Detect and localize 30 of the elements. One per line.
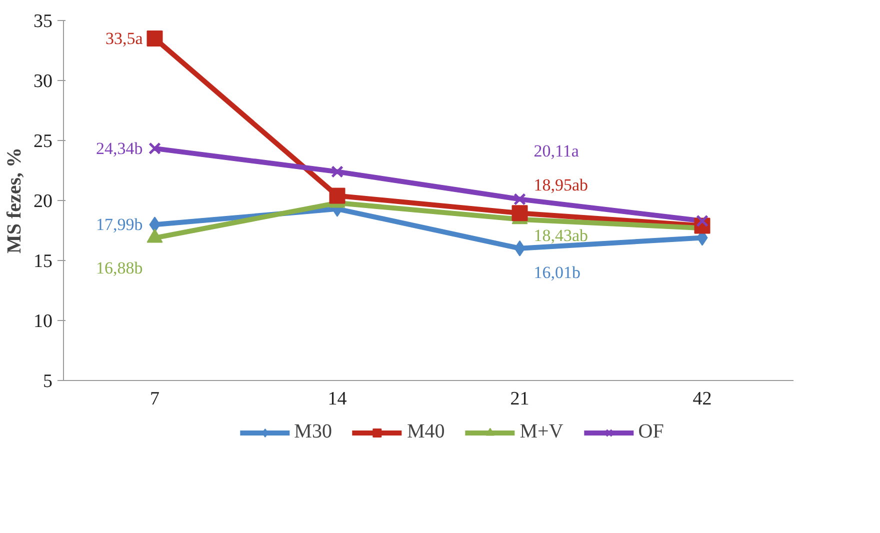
y-tick-label: 5 bbox=[43, 371, 52, 392]
legend-label: M40 bbox=[406, 420, 445, 444]
point bbox=[146, 30, 163, 46]
legend-label: M30 bbox=[294, 420, 332, 444]
point bbox=[514, 192, 526, 206]
data-label: 20,11a bbox=[534, 142, 580, 161]
x-tick-label: 21 bbox=[510, 388, 530, 410]
y-tick-label: 15 bbox=[34, 251, 52, 272]
data-label: 17,99b bbox=[96, 215, 143, 234]
y-tick-label: 25 bbox=[34, 131, 52, 152]
point bbox=[331, 166, 344, 178]
point bbox=[148, 142, 161, 155]
y-tick-label: 35 bbox=[34, 11, 52, 32]
legend-label: M+V bbox=[520, 420, 564, 444]
data-label: 16,88b bbox=[96, 258, 143, 278]
point bbox=[329, 188, 346, 204]
y-tick-label: 20 bbox=[34, 191, 52, 212]
y-tick-label: 10 bbox=[34, 311, 52, 332]
data-label: 24,34b bbox=[96, 138, 143, 158]
point bbox=[512, 205, 528, 222]
y-axis-title: MS fezes, % bbox=[4, 147, 26, 254]
legend-label: OF bbox=[638, 420, 664, 444]
data-label: 18,43ab bbox=[534, 226, 588, 245]
x-tick-label: 42 bbox=[692, 388, 712, 410]
data-label: 33,5a bbox=[105, 29, 144, 48]
x-tick-label: 7 bbox=[150, 388, 160, 410]
y-tick-label: 30 bbox=[34, 71, 52, 92]
data-label: 16,01b bbox=[534, 262, 580, 282]
data-label: 18,95ab bbox=[534, 176, 588, 195]
x-tick-label: 14 bbox=[328, 388, 348, 410]
